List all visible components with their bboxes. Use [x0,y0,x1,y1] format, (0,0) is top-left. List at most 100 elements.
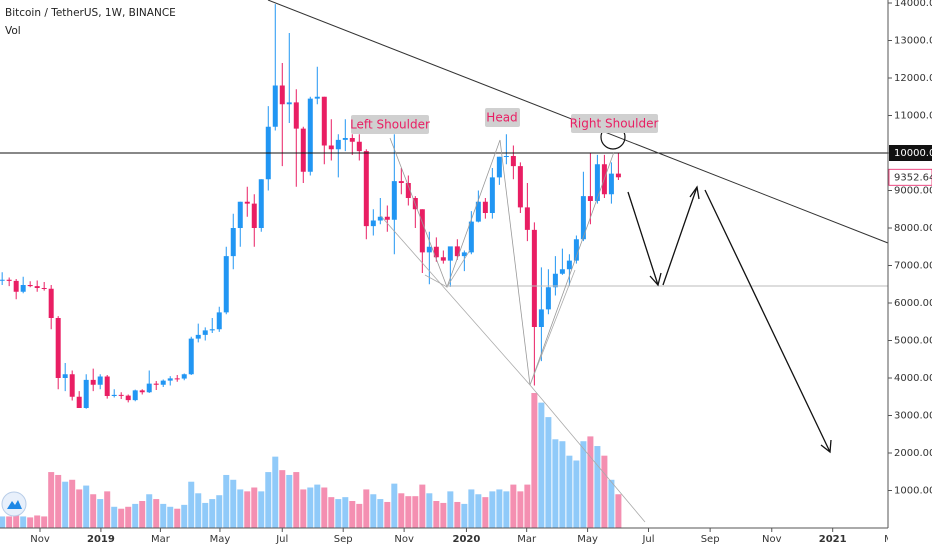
arrowhead [820,439,832,454]
candle-body [293,102,299,129]
time-axis-panel [0,528,932,550]
candle-body [27,285,33,287]
candle-body [468,221,474,253]
candle-body [111,394,117,396]
volume-bar [559,441,566,528]
volume-bar [608,479,615,528]
candle-body [580,196,586,240]
y-tick-label: 7000.00 [894,261,932,272]
x-tick-label: 2019 [87,534,115,545]
volume-bar [48,472,55,528]
x-tick-label: Nov [394,534,414,545]
price-axis: 1000.00 2000.00 3000.00 4000.00 5000.00 6000.… [888,0,932,497]
volume-layer [0,393,622,528]
x-tick-label: Nov [30,534,50,545]
x-tick-label: May [210,534,231,545]
volume-label: Vol [5,25,21,37]
candle-body [545,287,551,310]
candle-body [510,156,516,167]
price-axis-panel [888,0,932,550]
volume-bar [251,487,258,528]
candle-body [419,209,425,253]
volume-bar [566,455,573,528]
candle-body [454,246,460,257]
candle-body [370,220,376,227]
last-price-label: 9352.64 [894,172,932,183]
candle-body [377,216,383,221]
annotation: Head [486,111,517,125]
annotation-box [571,114,658,133]
candle-body [391,181,397,220]
candle-body [447,246,453,261]
volume-bar [391,483,398,528]
candle-body [209,329,215,331]
y-tick-label: 4000.00 [894,373,932,384]
x-tick-label: 2020 [453,534,481,545]
volume-bar [370,494,377,528]
arrow [704,189,831,453]
candle-body [62,374,68,378]
volume-bar [195,493,202,528]
volume-bar [517,491,524,528]
volume-bar [461,503,468,528]
candle-body [174,378,180,380]
candle-body [286,102,292,105]
candle-body [524,207,530,230]
volume-bar [237,489,244,528]
candle-body [251,203,257,228]
volume-bar [13,514,20,528]
volume-bar [286,474,293,528]
candle-body [384,216,390,220]
volume-bar [279,470,286,528]
volume-bar [419,484,426,528]
volume-bar [440,502,447,528]
drawings [267,0,889,523]
candle-body [13,280,19,292]
volume-bar [489,491,496,528]
x-tick-label: Nov [762,534,782,545]
volume-bar [125,506,132,528]
volume-bar [580,441,587,528]
pattern-line [389,137,615,386]
volume-bar [153,499,160,528]
volume-bar [181,504,188,528]
volume-bar [363,489,370,528]
candle-body [349,138,355,142]
volume-bar [510,484,517,528]
annotations: Left Shoulder Head Right Shoulder [350,108,658,134]
volume-bar [97,499,104,528]
candle-body [76,396,82,408]
x-tick-label: 2021 [819,534,847,545]
volume-bar [34,515,41,528]
y-tick-label: 3000.00 [894,411,932,422]
candle-body [328,145,334,150]
candle-body [181,374,187,379]
candle-body [496,156,502,178]
candle-body [573,239,579,261]
y-tick-label: 6000.00 [894,298,932,309]
arrowhead [649,272,662,287]
candle-body [146,383,152,393]
pattern-line [424,249,471,288]
volume-bar [384,501,391,528]
volume-bar [300,489,307,528]
volume-bar [342,497,349,528]
candle-body [531,229,537,327]
candle-body [202,330,208,335]
annotation-box [485,108,520,127]
candle-body [482,201,488,213]
volume-bar [482,497,489,528]
y-tick-label: 13000.00 [894,36,932,47]
logo-icon [7,500,22,509]
arrowhead [689,185,700,200]
volume-bar [6,516,13,528]
volume-bar [615,494,622,528]
time-axis: Nov 2019 Mar May Jul Sep Nov 2020 Mar May Jul Sep No… [30,528,888,545]
candle-body [69,374,75,397]
volume-bar [412,496,419,528]
volume-bar [146,494,153,528]
arrow [627,191,659,286]
volume-bar [433,501,440,528]
volume-bar [398,493,405,528]
volume-bar [524,484,531,528]
